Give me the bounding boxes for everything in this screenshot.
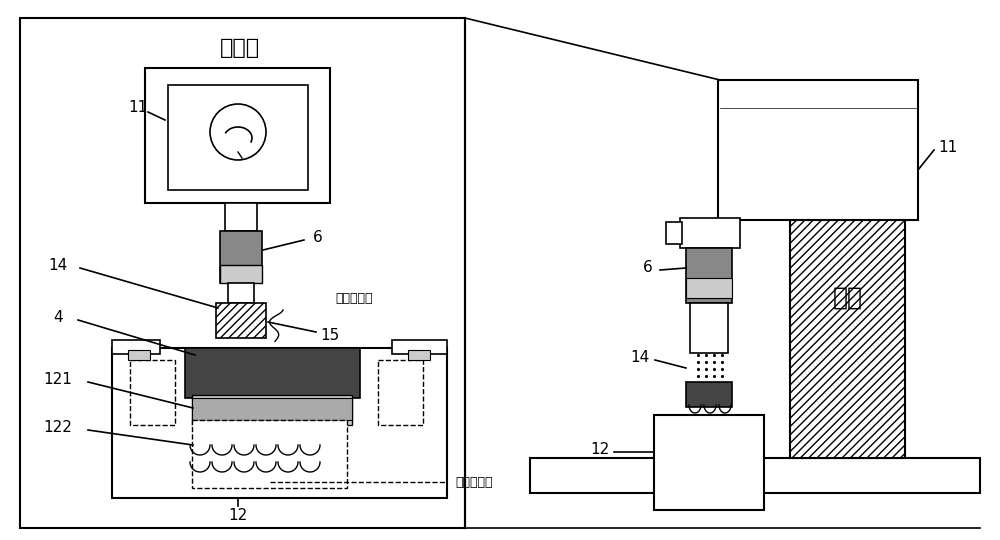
Bar (112, 340, 160, 354)
Bar (216, 303, 266, 338)
Bar (185, 348, 360, 398)
Text: 接电源负极: 接电源负极 (455, 476, 492, 489)
Bar (530, 458, 980, 493)
Bar (130, 360, 175, 425)
Text: 12: 12 (228, 509, 248, 523)
Bar (378, 360, 423, 425)
Bar (145, 68, 330, 203)
Text: 4: 4 (53, 310, 63, 326)
Bar (408, 350, 430, 360)
Bar (168, 85, 308, 190)
Bar (654, 415, 764, 510)
Bar (686, 278, 732, 298)
Bar (225, 203, 257, 231)
Bar (680, 218, 740, 248)
Text: 支架: 支架 (833, 286, 863, 310)
Text: 14: 14 (48, 258, 68, 273)
Bar (128, 350, 150, 360)
Bar (686, 382, 732, 407)
Text: 11: 11 (128, 100, 148, 116)
Bar (686, 248, 732, 303)
Bar (192, 398, 352, 420)
Bar (228, 283, 254, 303)
Bar (220, 231, 262, 283)
Bar (392, 340, 447, 354)
Bar (690, 303, 728, 353)
Text: 6: 6 (313, 231, 323, 246)
Text: 121: 121 (44, 373, 72, 388)
Bar (192, 420, 347, 488)
Bar (790, 138, 905, 458)
Bar (220, 265, 262, 283)
Bar (20, 18, 465, 528)
Text: 6: 6 (643, 260, 653, 275)
Text: 15: 15 (320, 327, 340, 342)
Bar (112, 348, 447, 498)
Bar (666, 222, 682, 244)
Text: 122: 122 (44, 421, 72, 435)
Text: 14: 14 (630, 350, 650, 366)
Bar (192, 395, 352, 425)
Text: 11: 11 (938, 140, 958, 156)
Text: 正视图: 正视图 (220, 38, 260, 58)
Text: 接电源正极: 接电源正极 (335, 292, 372, 305)
Text: 12: 12 (590, 442, 610, 457)
Bar (718, 80, 918, 220)
